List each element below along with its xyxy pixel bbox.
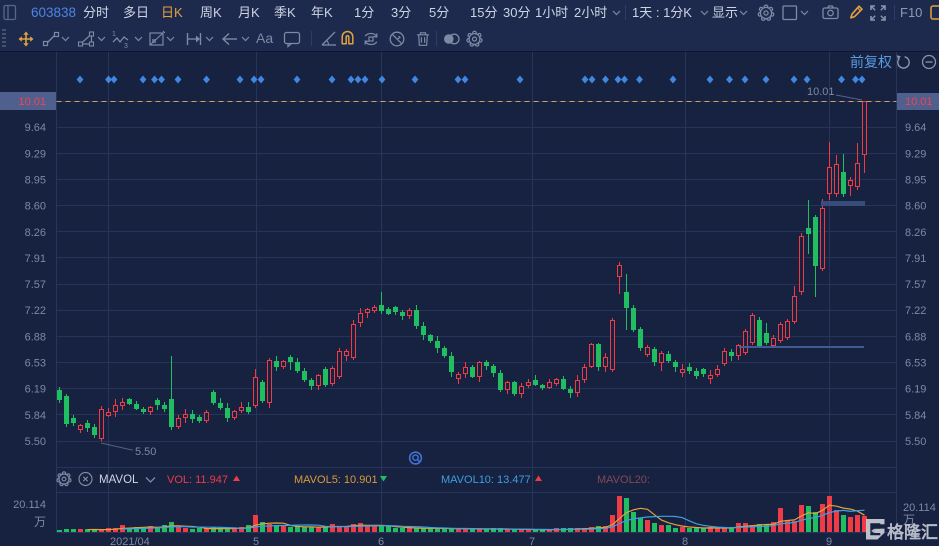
svg-text:8.60: 8.60 [905, 201, 926, 213]
svg-text:万: 万 [903, 513, 915, 527]
svg-text:6.53: 6.53 [25, 358, 46, 370]
svg-text:7.22: 7.22 [25, 305, 46, 317]
svg-text:8.60: 8.60 [25, 201, 46, 213]
svg-text:20.114: 20.114 [13, 499, 46, 511]
svg-text:2021/04: 2021/04 [110, 536, 150, 546]
svg-text:6.53: 6.53 [905, 358, 926, 370]
svg-text:格隆汇: 格隆汇 [887, 522, 938, 542]
svg-text:8.26: 8.26 [905, 227, 926, 239]
svg-text:6: 6 [378, 536, 384, 546]
svg-text:6.19: 6.19 [905, 384, 926, 396]
svg-text:MAVOL5: 10.901: MAVOL5: 10.901 [294, 474, 378, 486]
svg-text:VOL: 11.947: VOL: 11.947 [167, 474, 228, 486]
svg-text:MAVOL: MAVOL [99, 474, 139, 486]
svg-text:8.26: 8.26 [25, 227, 46, 239]
svg-text:9: 9 [826, 536, 832, 546]
svg-text:MAVOL20:: MAVOL20: [597, 474, 650, 486]
svg-text:前复权: 前复权 [850, 54, 892, 70]
svg-text:6.88: 6.88 [905, 331, 926, 343]
svg-text:20.114: 20.114 [903, 502, 936, 514]
svg-text:5.50: 5.50 [135, 446, 156, 458]
svg-text:8.95: 8.95 [25, 175, 46, 187]
svg-text:6.19: 6.19 [25, 384, 46, 396]
svg-text:5: 5 [253, 536, 259, 546]
svg-text:6.88: 6.88 [25, 331, 46, 343]
svg-text:10.01: 10.01 [807, 86, 835, 98]
svg-text:5.84: 5.84 [25, 410, 46, 422]
svg-text:MAVOL10: 13.477: MAVOL10: 13.477 [441, 474, 531, 486]
svg-text:10.01: 10.01 [905, 96, 933, 108]
svg-text:5.50: 5.50 [905, 436, 926, 448]
svg-text:10.01: 10.01 [18, 96, 46, 108]
svg-text:9.29: 9.29 [25, 148, 46, 160]
svg-text:7: 7 [529, 536, 535, 546]
svg-text:万: 万 [34, 515, 46, 529]
svg-text:8: 8 [682, 536, 688, 546]
svg-text:7.57: 7.57 [25, 279, 46, 291]
svg-text:7.57: 7.57 [905, 279, 926, 291]
svg-text:7.91: 7.91 [905, 253, 926, 265]
svg-text:1: 1 [112, 31, 116, 38]
svg-text:9.64: 9.64 [25, 122, 46, 134]
svg-text:5.50: 5.50 [25, 436, 46, 448]
svg-text:9.64: 9.64 [905, 122, 926, 134]
svg-text:3: 3 [124, 43, 128, 48]
svg-text:9.29: 9.29 [905, 148, 926, 160]
svg-text:8.95: 8.95 [905, 175, 926, 187]
svg-text:7.91: 7.91 [25, 253, 46, 265]
svg-text:7.22: 7.22 [905, 305, 926, 317]
svg-text:5.84: 5.84 [905, 410, 926, 422]
